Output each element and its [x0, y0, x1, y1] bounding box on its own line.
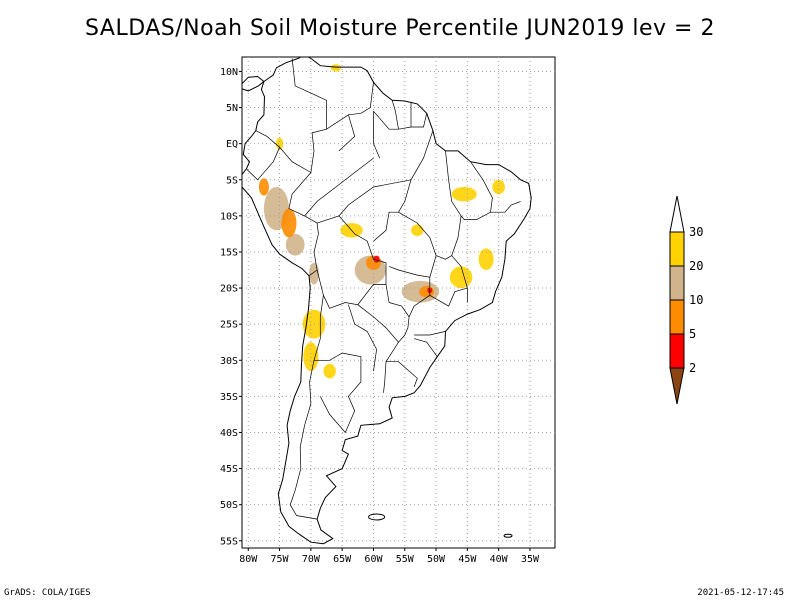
- south-georgia-outline: [503, 533, 513, 538]
- lon-tick-label: 75W: [271, 554, 290, 565]
- country-border-23: [414, 331, 446, 336]
- lat-tick-label: 45S: [220, 464, 238, 475]
- lon-tick-label: 80W: [239, 554, 258, 565]
- country-border-13: [314, 352, 362, 434]
- dry-region-20: [373, 255, 380, 263]
- lat-tick-label: 15S: [220, 247, 238, 258]
- lat-tick-label: 5N: [226, 103, 238, 114]
- dry-region-7: [478, 248, 494, 271]
- legend: 30 20 10 5 2: [669, 195, 703, 405]
- lon-tick-label: 50W: [427, 554, 446, 565]
- dry-region-2: [323, 363, 336, 379]
- legend-swatch-5: [669, 333, 685, 369]
- legend-swatch-30: [669, 231, 685, 267]
- lat-tick-label: 35S: [220, 392, 238, 403]
- lon-tick-label: 60W: [364, 554, 383, 565]
- lat-tick-label: EQ: [226, 139, 238, 150]
- dry-region-6: [492, 179, 505, 195]
- legend-label-20: 20: [689, 259, 703, 273]
- dry-region-10: [411, 224, 424, 237]
- legend-bottom-triangle: [669, 367, 685, 405]
- country-border-28: [338, 179, 412, 217]
- country-border-3: [391, 100, 399, 130]
- country-border-2: [373, 110, 428, 130]
- lon-tick-label: 70W: [302, 554, 321, 565]
- dry-region-9: [275, 137, 284, 150]
- legend-label-30: 30: [689, 225, 703, 239]
- country-border-5: [246, 147, 280, 181]
- legend-label-2: 2: [689, 361, 696, 375]
- legend-swatch-10: [669, 299, 685, 335]
- legend-swatch-20: [669, 265, 685, 301]
- dry-region-8: [330, 64, 341, 72]
- country-border-20: [408, 277, 431, 318]
- footer-credit: GrADS: COLA/IGES: [4, 588, 91, 598]
- legend-label-10: 10: [689, 293, 703, 307]
- gridlines: [242, 57, 555, 548]
- country-border-9: [289, 295, 324, 520]
- legend-label-5: 5: [689, 327, 696, 341]
- coastlines: [242, 57, 532, 545]
- country-border-1: [326, 82, 374, 130]
- country-border-11: [383, 342, 399, 393]
- country-border-0: [255, 58, 327, 174]
- country-border-26: [373, 111, 381, 159]
- map-frame: [241, 56, 556, 549]
- country-border-14: [348, 304, 377, 372]
- lat-tick-label: 30S: [220, 356, 238, 367]
- footer-timestamp: 2021-05-12-17:45: [697, 588, 784, 598]
- country-border-22: [429, 287, 468, 307]
- dry-region-17: [258, 178, 269, 196]
- lat-tick-label: 10N: [220, 67, 238, 78]
- legend-top-triangle: [669, 195, 685, 233]
- country-border-27: [338, 114, 356, 152]
- dry-region-4: [449, 266, 473, 289]
- country-border-15: [373, 130, 434, 242]
- central-america-coastline: [242, 75, 265, 92]
- country-border-25: [304, 157, 374, 217]
- country-border-10: [357, 302, 410, 343]
- dry-region-12: [285, 233, 305, 256]
- dry-region-0: [302, 309, 326, 339]
- lat-tick-label: 55S: [220, 536, 238, 547]
- longitude-axis: 80W 75W 70W 65W 60W 55W 50W 45W 40W 35W: [239, 548, 540, 565]
- lat-tick-label: 25S: [220, 320, 238, 331]
- lon-tick-label: 65W: [333, 554, 352, 565]
- country-border-7: [316, 215, 390, 303]
- dry-region-1: [303, 342, 319, 372]
- lat-tick-label: 40S: [220, 428, 238, 439]
- country-border-21: [435, 255, 452, 260]
- lon-tick-label: 55W: [396, 554, 415, 565]
- dry-region-16: [281, 208, 297, 238]
- lat-tick-label: 5S: [226, 175, 238, 186]
- country-border-19: [388, 211, 437, 278]
- country-border-18: [460, 211, 491, 220]
- country-border-12: [386, 361, 418, 388]
- lon-tick-label: 40W: [490, 554, 509, 565]
- lon-tick-label: 35W: [521, 554, 540, 565]
- map-title: SALDAS/Noah Soil Moisture Percentile JUN…: [85, 16, 715, 41]
- lat-tick-label: 50S: [220, 500, 238, 511]
- falkland-islands-outline: [368, 513, 386, 521]
- country-border-16: [445, 150, 468, 303]
- country-border-24: [414, 338, 438, 357]
- lat-tick-label: 10S: [220, 211, 238, 222]
- lat-tick-label: 20S: [220, 284, 238, 295]
- lon-tick-label: 45W: [458, 554, 477, 565]
- dry-region-5: [451, 186, 477, 202]
- latitude-axis: 10N 5N EQ 5S 10S 15S 20S 25S 30S 35S 40S 45S 50S 55S: [220, 67, 242, 547]
